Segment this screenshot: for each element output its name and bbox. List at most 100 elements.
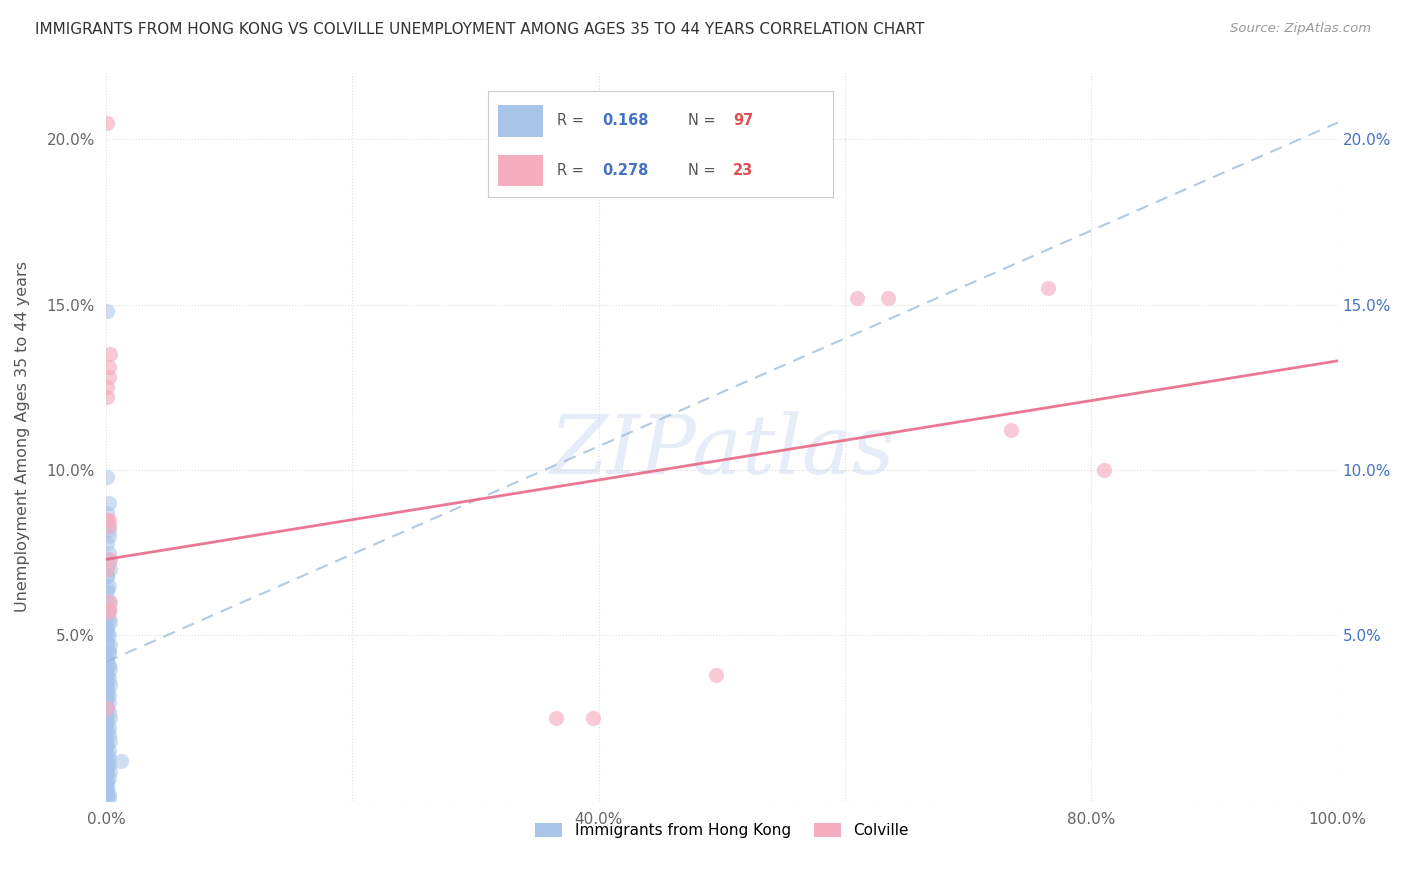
- Point: [96, 701, 118, 715]
- Point: [96, 701, 118, 715]
- Point: [94, 711, 117, 725]
- Point: [94, 744, 117, 758]
- Point: [97, 360, 120, 375]
- Point: [97, 751, 120, 765]
- Point: [97, 496, 120, 510]
- Point: [94, 754, 117, 768]
- Point: [97, 628, 120, 642]
- Point: [94, 751, 117, 765]
- Point: [97, 595, 120, 609]
- Point: [96, 608, 118, 623]
- Point: [96, 536, 118, 550]
- Point: [98, 711, 121, 725]
- Point: [97, 771, 120, 785]
- Point: [98, 764, 121, 778]
- Point: [94, 678, 117, 692]
- Point: [96, 724, 118, 739]
- Point: [96, 469, 118, 483]
- Point: [96, 747, 118, 762]
- Point: [846, 291, 869, 305]
- Point: [96, 582, 118, 596]
- Point: [96, 761, 118, 775]
- Point: [96, 777, 118, 791]
- Point: [94, 695, 117, 709]
- Point: [97, 645, 120, 659]
- Point: [96, 688, 118, 702]
- Point: [97, 744, 120, 758]
- Point: [97, 728, 120, 742]
- Point: [96, 115, 118, 129]
- Point: [98, 595, 121, 609]
- Point: [94, 738, 117, 752]
- Point: [96, 585, 118, 599]
- Point: [96, 506, 118, 520]
- Point: [582, 711, 605, 725]
- Point: [98, 661, 121, 675]
- Point: [96, 661, 118, 675]
- Point: [97, 658, 120, 673]
- Point: [97, 519, 120, 533]
- Point: [94, 721, 117, 735]
- Point: [877, 291, 900, 305]
- Point: [96, 787, 118, 801]
- Point: [96, 513, 118, 527]
- Point: [96, 519, 118, 533]
- Point: [94, 628, 117, 642]
- Point: [97, 546, 120, 560]
- Point: [94, 777, 117, 791]
- Point: [94, 714, 117, 729]
- Point: [97, 523, 120, 537]
- Point: [96, 639, 118, 653]
- Point: [96, 622, 118, 636]
- Point: [704, 668, 727, 682]
- Point: [96, 569, 118, 583]
- Point: [97, 579, 120, 593]
- Point: [97, 605, 120, 619]
- Point: [94, 761, 117, 775]
- Point: [96, 628, 118, 642]
- Point: [97, 556, 120, 570]
- Point: [98, 734, 121, 748]
- Point: [96, 380, 118, 394]
- Point: [97, 705, 120, 719]
- Point: [96, 681, 118, 696]
- Point: [544, 711, 567, 725]
- Point: [97, 370, 120, 384]
- Y-axis label: Unemployment Among Ages 35 to 44 years: Unemployment Among Ages 35 to 44 years: [15, 261, 30, 613]
- Text: Source: ZipAtlas.com: Source: ZipAtlas.com: [1230, 22, 1371, 36]
- Point: [97, 695, 120, 709]
- Point: [96, 390, 118, 404]
- Point: [94, 728, 117, 742]
- Point: [98, 347, 121, 361]
- Point: [96, 595, 118, 609]
- Text: IMMIGRANTS FROM HONG KONG VS COLVILLE UNEMPLOYMENT AMONG AGES 35 TO 44 YEARS COR: IMMIGRANTS FROM HONG KONG VS COLVILLE UN…: [35, 22, 925, 37]
- Point: [98, 678, 121, 692]
- Point: [94, 705, 117, 719]
- Point: [96, 684, 118, 698]
- Point: [94, 661, 117, 675]
- Point: [96, 552, 118, 566]
- Point: [96, 304, 118, 318]
- Point: [96, 767, 118, 781]
- Point: [96, 635, 118, 649]
- Text: ZIPatlas: ZIPatlas: [550, 411, 894, 491]
- Point: [1038, 281, 1060, 295]
- Point: [96, 761, 118, 775]
- Point: [110, 754, 132, 768]
- Point: [96, 562, 118, 576]
- Point: [96, 714, 118, 729]
- Point: [94, 767, 117, 781]
- Point: [96, 774, 118, 789]
- Point: [97, 602, 120, 616]
- Point: [98, 562, 121, 576]
- Point: [98, 552, 121, 566]
- Point: [94, 645, 117, 659]
- Point: [96, 668, 118, 682]
- Point: [97, 612, 120, 626]
- Point: [94, 734, 117, 748]
- Point: [96, 618, 118, 632]
- Point: [97, 513, 120, 527]
- Point: [96, 780, 118, 795]
- Point: [98, 639, 121, 653]
- Point: [1092, 463, 1115, 477]
